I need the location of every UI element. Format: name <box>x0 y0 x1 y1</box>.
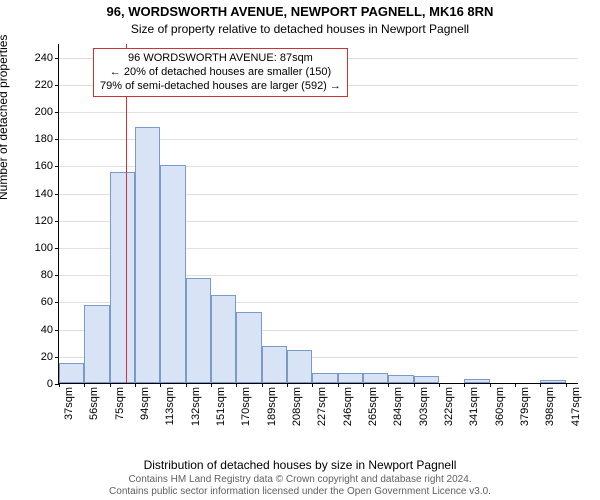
x-tick-label: 246sqm <box>342 387 354 426</box>
y-tick-label: 100 <box>35 242 53 254</box>
histogram-bar <box>59 363 84 383</box>
histogram-bar <box>160 165 185 383</box>
x-tick-label: 303sqm <box>418 387 430 426</box>
x-tick-mark <box>540 383 541 387</box>
x-tick-mark <box>236 383 237 387</box>
y-tick-mark <box>55 330 59 331</box>
histogram-bar <box>414 376 439 383</box>
x-tick-label: 75sqm <box>114 387 126 420</box>
x-tick-mark <box>515 383 516 387</box>
y-tick-mark <box>55 166 59 167</box>
y-tick-label: 80 <box>41 269 53 281</box>
y-tick-mark <box>55 357 59 358</box>
x-tick-mark <box>566 383 567 387</box>
x-tick-label: 322sqm <box>443 387 455 426</box>
y-tick-mark <box>55 221 59 222</box>
histogram-bar <box>186 278 211 383</box>
y-tick-mark <box>55 112 59 113</box>
histogram-bar <box>464 379 489 383</box>
x-tick-mark <box>262 383 263 387</box>
histogram-bar <box>211 295 236 383</box>
histogram-bar <box>84 305 109 383</box>
x-tick-mark <box>312 383 313 387</box>
x-tick-mark <box>110 383 111 387</box>
histogram-bar <box>110 172 135 383</box>
histogram-bar <box>338 373 363 383</box>
x-tick-label: 132sqm <box>190 387 202 426</box>
x-tick-label: 94sqm <box>139 387 151 420</box>
histogram-bar <box>262 346 287 383</box>
x-tick-mark <box>59 383 60 387</box>
gridline <box>59 112 578 113</box>
x-tick-label: 56sqm <box>88 387 100 420</box>
x-tick-label: 284sqm <box>392 387 404 426</box>
y-tick-label: 60 <box>41 296 53 308</box>
x-tick-mark <box>338 383 339 387</box>
x-tick-mark <box>414 383 415 387</box>
y-tick-label: 160 <box>35 160 53 172</box>
x-tick-label: 379sqm <box>519 387 531 426</box>
y-tick-mark <box>55 139 59 140</box>
chart-container: 96, WORDSWORTH AVENUE, NEWPORT PAGNELL, … <box>0 0 600 500</box>
x-tick-mark <box>439 383 440 387</box>
x-tick-label: 170sqm <box>240 387 252 426</box>
x-tick-mark <box>363 383 364 387</box>
y-tick-label: 20 <box>41 351 53 363</box>
y-tick-label: 240 <box>35 52 53 64</box>
annotation-box: 96 WORDSWORTH AVENUE: 87sqm ← 20% of det… <box>93 48 348 97</box>
attribution-text: Contains HM Land Registry data © Crown c… <box>0 474 600 498</box>
y-tick-label: 180 <box>35 133 53 145</box>
y-tick-mark <box>55 248 59 249</box>
x-tick-label: 398sqm <box>544 387 556 426</box>
histogram-bar <box>287 350 312 383</box>
y-tick-mark <box>55 275 59 276</box>
annotation-line-2: ← 20% of detached houses are smaller (15… <box>100 66 341 80</box>
y-tick-label: 120 <box>35 215 53 227</box>
x-tick-mark <box>211 383 212 387</box>
x-tick-mark <box>464 383 465 387</box>
x-tick-label: 113sqm <box>164 387 176 425</box>
attribution-line-1: Contains HM Land Registry data © Crown c… <box>0 474 600 486</box>
y-tick-label: 140 <box>35 188 53 200</box>
attribution-line-2: Contains public sector information licen… <box>0 486 600 498</box>
histogram-bar <box>540 380 565 383</box>
x-tick-mark <box>160 383 161 387</box>
y-tick-mark <box>55 58 59 59</box>
histogram-bar <box>363 373 388 383</box>
x-tick-label: 208sqm <box>291 387 303 426</box>
y-tick-label: 0 <box>47 378 53 390</box>
annotation-line-3: 79% of semi-detached houses are larger (… <box>100 80 341 94</box>
x-tick-label: 37sqm <box>63 387 75 420</box>
y-tick-mark <box>55 302 59 303</box>
y-tick-label: 200 <box>35 106 53 118</box>
y-axis-label: Number of detached properties <box>0 35 10 200</box>
histogram-bar <box>388 375 413 383</box>
histogram-bar <box>236 312 261 383</box>
x-tick-mark <box>135 383 136 387</box>
x-axis-label: Distribution of detached houses by size … <box>0 458 600 472</box>
x-tick-mark <box>388 383 389 387</box>
x-tick-label: 189sqm <box>266 387 278 426</box>
x-tick-mark <box>287 383 288 387</box>
chart-title-main: 96, WORDSWORTH AVENUE, NEWPORT PAGNELL, … <box>0 4 600 19</box>
x-tick-mark <box>186 383 187 387</box>
x-tick-label: 360sqm <box>494 387 506 426</box>
x-tick-label: 227sqm <box>316 387 328 426</box>
y-tick-mark <box>55 85 59 86</box>
x-tick-label: 341sqm <box>468 387 480 426</box>
histogram-bar <box>312 373 337 383</box>
chart-title-sub: Size of property relative to detached ho… <box>0 22 600 36</box>
plot-area: 02040608010012014016018020022024037sqm56… <box>58 44 578 384</box>
y-tick-label: 220 <box>35 79 53 91</box>
x-tick-label: 417sqm <box>570 387 582 426</box>
x-tick-label: 265sqm <box>367 387 379 426</box>
y-tick-label: 40 <box>41 324 53 336</box>
histogram-bar <box>135 127 160 383</box>
y-tick-mark <box>55 194 59 195</box>
annotation-line-1: 96 WORDSWORTH AVENUE: 87sqm <box>100 52 341 66</box>
x-tick-mark <box>490 383 491 387</box>
x-tick-label: 151sqm <box>215 387 227 426</box>
x-tick-mark <box>84 383 85 387</box>
